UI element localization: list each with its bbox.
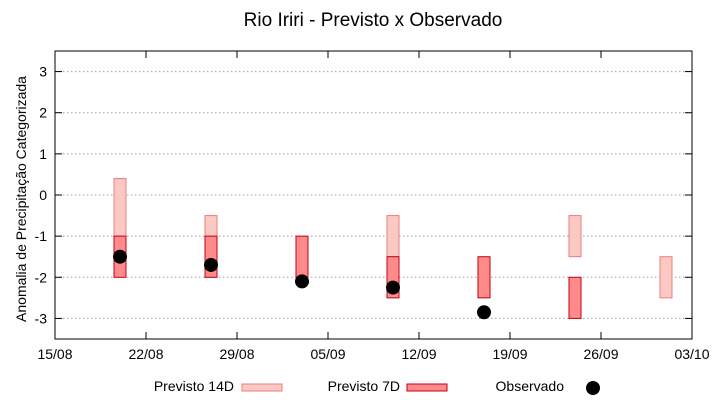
y-tick-label: 0	[39, 187, 47, 203]
x-tick-label: 05/09	[310, 346, 345, 362]
legend-label-observado: Observado	[496, 378, 565, 394]
y-axis-label: Anomalia de Precipitação Categorizada	[13, 76, 29, 322]
legend: Previsto 14D Previsto 7D Observado	[154, 378, 600, 395]
y-tick-label: -2	[35, 269, 48, 285]
observado-point	[204, 257, 218, 272]
plot-frame	[54, 50, 693, 340]
y-axis-ticks: -3 -2 -1 0 1 2 3	[35, 64, 692, 326]
y-tick-label: 3	[39, 64, 47, 80]
legend-label-previsto-14d: Previsto 14D	[154, 378, 234, 394]
previsto-14d-bar	[659, 256, 673, 299]
previsto-14d-bar	[386, 215, 400, 258]
y-tick-label: 2	[39, 105, 47, 121]
observado-point	[477, 305, 491, 320]
observado-point	[386, 280, 400, 295]
y-tick-label: -1	[35, 228, 48, 244]
legend-swatch-previsto-14d	[241, 383, 283, 392]
previsto-7d-bar	[295, 235, 309, 278]
x-tick-label: 03/10	[674, 346, 709, 362]
previsto-14d-bar	[568, 215, 582, 258]
x-tick-label: 22/08	[128, 346, 163, 362]
y-tick-label: -3	[35, 310, 48, 326]
previsto-7d-bar	[568, 276, 582, 319]
x-tick-label: 26/09	[583, 346, 618, 362]
chart-title: Rio Iriri - Previsto x Observado	[244, 10, 503, 31]
y-tick-label: 1	[39, 146, 47, 162]
x-tick-label: 29/08	[219, 346, 254, 362]
previsto-7d-bar	[477, 256, 491, 299]
legend-marker-observado	[586, 381, 600, 395]
legend-label-previsto-7d: Previsto 7D	[328, 378, 400, 394]
x-axis-ticks: 15/08 22/08 29/08 05/09 12/09 19/09 26/09 03/10	[37, 51, 710, 362]
x-tick-label: 19/09	[492, 346, 527, 362]
observado-point	[113, 249, 127, 264]
observado-series	[113, 249, 491, 320]
observado-point	[295, 274, 309, 289]
x-tick-label: 12/09	[401, 346, 436, 362]
x-tick-label: 15/08	[37, 346, 72, 362]
grid-lines	[55, 71, 692, 319]
previsto-14d-bar	[113, 178, 127, 237]
legend-swatch-previsto-7d	[406, 383, 448, 392]
